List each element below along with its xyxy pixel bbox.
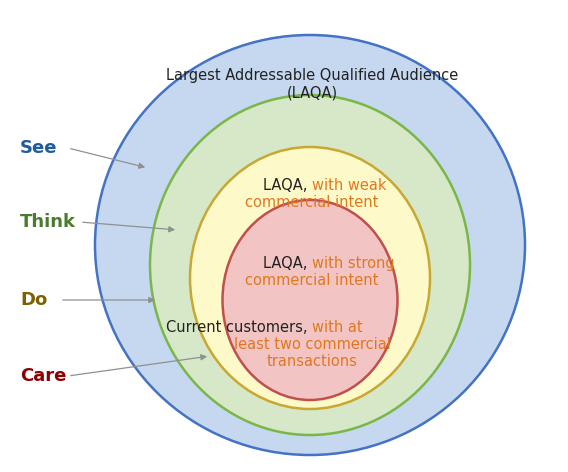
Text: with weak: with weak: [312, 178, 386, 193]
Text: commercial intent: commercial intent: [245, 273, 379, 288]
Ellipse shape: [190, 147, 430, 409]
Text: Current customers,: Current customers,: [166, 320, 312, 335]
Text: least two commercial: least two commercial: [233, 337, 390, 352]
Text: Care: Care: [20, 367, 66, 385]
Text: Largest Addressable Qualified Audience: Largest Addressable Qualified Audience: [166, 68, 458, 83]
Text: transactions: transactions: [266, 354, 357, 369]
Text: LAQA,: LAQA,: [263, 178, 312, 193]
Text: LAQA,: LAQA,: [263, 256, 312, 271]
Ellipse shape: [223, 200, 398, 400]
Text: commercial intent: commercial intent: [245, 195, 379, 210]
Text: (LAQA): (LAQA): [286, 85, 337, 100]
Text: See: See: [20, 139, 57, 157]
Ellipse shape: [95, 35, 525, 455]
Text: with strong: with strong: [312, 256, 395, 271]
Text: with at: with at: [312, 320, 362, 335]
Ellipse shape: [150, 95, 470, 435]
Text: Think: Think: [20, 213, 76, 231]
Text: Do: Do: [20, 291, 47, 309]
